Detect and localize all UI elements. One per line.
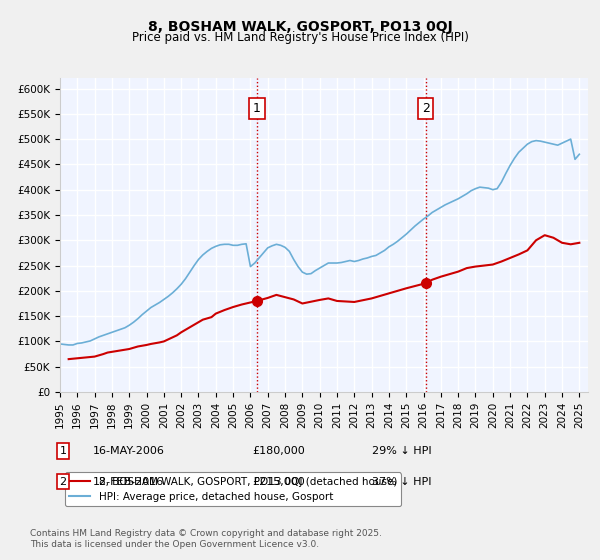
Text: Contains HM Land Registry data © Crown copyright and database right 2025.
This d: Contains HM Land Registry data © Crown c… (30, 529, 382, 549)
Text: £215,000: £215,000 (252, 477, 305, 487)
Text: Price paid vs. HM Land Registry's House Price Index (HPI): Price paid vs. HM Land Registry's House … (131, 31, 469, 44)
Legend: 8, BOSHAM WALK, GOSPORT, PO13 0QJ (detached house), HPI: Average price, detached: 8, BOSHAM WALK, GOSPORT, PO13 0QJ (detac… (65, 473, 401, 506)
Text: 29% ↓ HPI: 29% ↓ HPI (372, 446, 431, 456)
Text: 1: 1 (59, 446, 67, 456)
Text: 1: 1 (253, 102, 261, 115)
Text: 2: 2 (59, 477, 67, 487)
Text: £180,000: £180,000 (252, 446, 305, 456)
Text: 16-MAY-2006: 16-MAY-2006 (93, 446, 165, 456)
Text: 2: 2 (422, 102, 430, 115)
Text: 37% ↓ HPI: 37% ↓ HPI (372, 477, 431, 487)
Text: 8, BOSHAM WALK, GOSPORT, PO13 0QJ: 8, BOSHAM WALK, GOSPORT, PO13 0QJ (148, 20, 452, 34)
Text: 12-FEB-2016: 12-FEB-2016 (93, 477, 164, 487)
